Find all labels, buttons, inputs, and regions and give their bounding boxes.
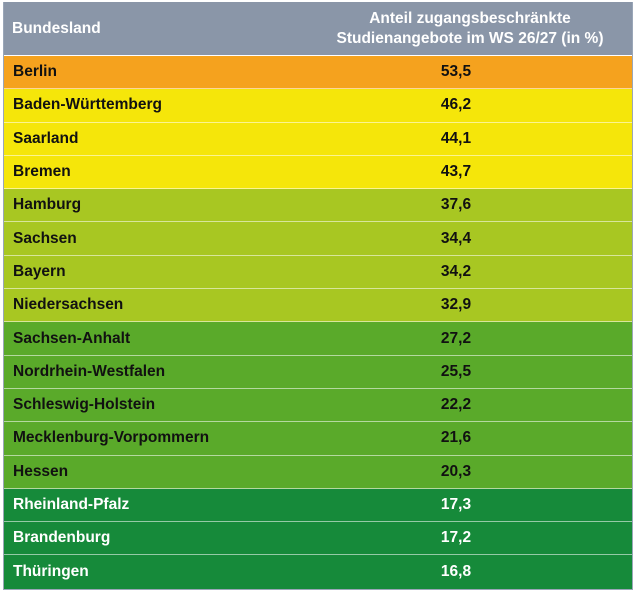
cell-bundesland: Sachsen-Anhalt — [13, 329, 131, 347]
cell-bundesland: Brandenburg — [13, 529, 111, 547]
cell-anteil: 46,2 — [440, 96, 472, 114]
cell-anteil: 27,2 — [440, 329, 472, 347]
cell-anteil: 25,5 — [440, 362, 472, 380]
table-row: Berlin 53,5 — [4, 56, 632, 90]
cell-anteil: 22,2 — [440, 396, 472, 414]
cell-anteil: 34,4 — [440, 229, 472, 247]
cell-bundesland: Berlin — [13, 63, 57, 81]
cell-bundesland: Niedersachsen — [13, 296, 124, 314]
cell-bundesland: Bayern — [13, 262, 66, 280]
cell-bundesland: Hamburg — [13, 196, 82, 214]
table-header: Bundesland Anteil zugangsbeschränkte Stu… — [4, 2, 632, 56]
cell-bundesland: Mecklenburg-Vorpommern — [13, 429, 210, 447]
cell-anteil: 20,3 — [440, 462, 472, 480]
cell-anteil: 32,9 — [440, 296, 472, 314]
cell-bundesland: Sachsen — [13, 229, 77, 247]
cell-anteil: 53,5 — [440, 63, 472, 81]
table-row: Mecklenburg-Vorpommern 21,6 — [4, 422, 632, 456]
cell-anteil: 16,8 — [440, 563, 472, 581]
table-row: Baden-Württemberg 46,2 — [4, 89, 632, 123]
cell-bundesland: Bremen — [13, 163, 71, 181]
cell-anteil: 21,6 — [440, 429, 472, 447]
cell-anteil: 17,2 — [440, 529, 472, 547]
cell-bundesland: Thüringen — [13, 563, 89, 581]
cell-anteil: 34,2 — [440, 262, 472, 280]
table-row: Brandenburg 17,2 — [4, 522, 632, 556]
cell-bundesland: Saarland — [13, 129, 79, 147]
table-row: Niedersachsen 32,9 — [4, 289, 632, 323]
table-row: Bayern 34,2 — [4, 255, 632, 290]
table-row: Bremen 43,7 — [4, 155, 632, 190]
table-row: Saarland 44,1 — [4, 122, 632, 156]
cell-anteil: 43,7 — [440, 163, 472, 181]
cell-anteil: 44,1 — [440, 129, 472, 147]
table-body: Berlin 53,5 Baden-Württemberg 46,2 Saarland 4… — [4, 56, 632, 589]
table-row: Hessen 20,3 — [4, 455, 632, 489]
table-row: Rheinland-Pfalz 17,3 — [4, 488, 632, 523]
table-row: Nordrhein-Westfalen 25,5 — [4, 355, 632, 389]
header-bundesland: Bundesland — [12, 19, 101, 37]
data-table: Bundesland Anteil zugangsbeschränkte Stu… — [3, 2, 633, 590]
table-row: Hamburg 37,6 — [4, 189, 632, 223]
header-anteil: Anteil zugangsbeschränkte Studienangebot… — [336, 9, 604, 47]
cell-bundesland: Schleswig-Holstein — [13, 396, 156, 414]
table-row: Schleswig-Holstein 22,2 — [4, 388, 632, 423]
cell-bundesland: Nordrhein-Westfalen — [13, 362, 166, 380]
cell-anteil: 17,3 — [440, 496, 472, 513]
cell-bundesland: Hessen — [13, 462, 69, 480]
cell-bundesland: Rheinland-Pfalz — [13, 496, 130, 513]
table-row: Thüringen 16,8 — [4, 555, 632, 589]
cell-bundesland: Baden-Württemberg — [13, 96, 162, 114]
table-row: Sachsen 34,4 — [4, 222, 632, 256]
cell-anteil: 37,6 — [440, 196, 472, 214]
table-row: Sachsen-Anhalt 27,2 — [4, 322, 632, 356]
